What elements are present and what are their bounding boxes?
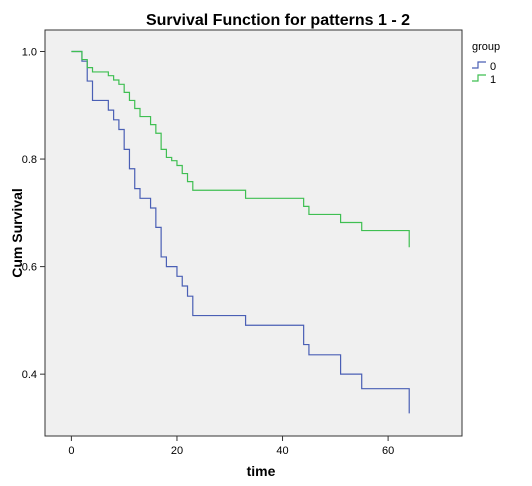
legend-title: group [472, 41, 500, 53]
y-tick-label: 1.0 [22, 47, 37, 59]
series-layer [71, 50, 410, 414]
x-axis-label: time [247, 463, 276, 479]
series-0-line [71, 50, 410, 414]
legend-label-1: 1 [490, 74, 496, 86]
y-tick-label: 0.8 [22, 154, 37, 166]
y-axis-label: Cum Survival [9, 188, 25, 277]
plot-area [44, 29, 463, 437]
y-axis-ticks: 0.4 0.6 0.8 1.0 [22, 47, 45, 381]
y-tick-label: 0.6 [22, 262, 37, 274]
legend-label-0: 0 [490, 61, 496, 73]
x-axis-ticks: 0 20 40 60 [68, 436, 394, 457]
x-tick-label: 40 [276, 445, 288, 457]
chart-title: Survival Function for patterns 1 - 2 [146, 12, 410, 29]
x-tick-label: 20 [171, 445, 183, 457]
x-tick-label: 60 [382, 445, 394, 457]
legend-swatch-0 [472, 61, 486, 69]
series-1-line [71, 50, 410, 248]
x-tick-label: 0 [68, 445, 74, 457]
y-tick-label: 0.4 [22, 369, 37, 381]
legend: group 01 [472, 41, 500, 86]
legend-swatch-1 [472, 74, 486, 82]
